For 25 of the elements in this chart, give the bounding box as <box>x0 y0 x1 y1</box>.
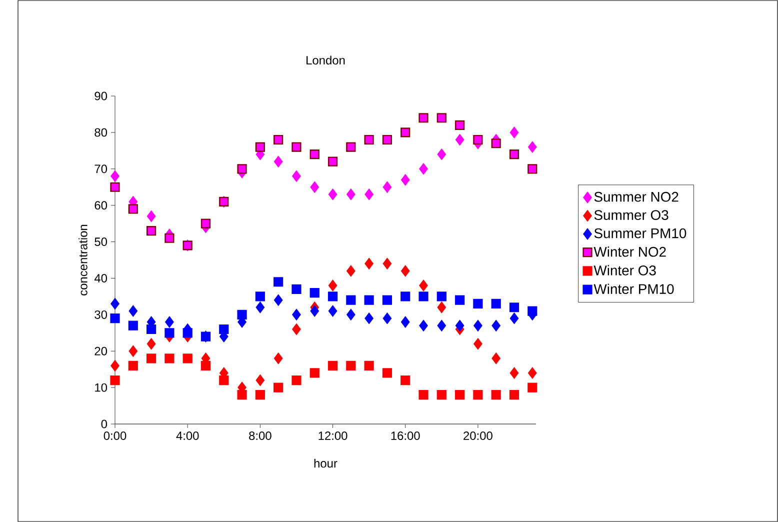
legend-label: Summer O3 <box>594 210 668 220</box>
x-tick-label: 16:00 <box>391 432 420 440</box>
legend-label: Winter O3 <box>594 265 656 276</box>
legend-label: Winter NO2 <box>594 246 666 257</box>
y-tick-label: 60 <box>94 201 108 210</box>
y-tick-label: 80 <box>94 128 108 137</box>
y-tick-label: 30 <box>94 310 108 319</box>
x-tick-label: 20:00 <box>464 432 492 440</box>
legend-label: Winter PM10 <box>594 284 674 294</box>
x-tick-label: 0:00 <box>104 432 126 440</box>
y-tick-label: 90 <box>94 92 108 100</box>
y-tick-label: 10 <box>95 383 108 392</box>
x-tick-label: 12:00 <box>318 432 348 440</box>
chart-title: London <box>306 56 345 64</box>
y-axis-title: concentration <box>78 224 88 296</box>
x-axis-title: hour <box>314 458 338 468</box>
y-tick-label: 70 <box>94 164 108 174</box>
legend-label: Summer PM10 <box>594 228 686 238</box>
legend-label: Summer NO2 <box>594 192 678 202</box>
x-tick-label: 4:00 <box>176 432 199 440</box>
x-tick-label: 8:00 <box>249 432 272 440</box>
y-tick-label: 20 <box>94 346 108 356</box>
y-tick-label: 40 <box>94 274 108 282</box>
y-tick-label: 50 <box>94 238 108 246</box>
y-tick-label: 0 <box>101 420 108 428</box>
